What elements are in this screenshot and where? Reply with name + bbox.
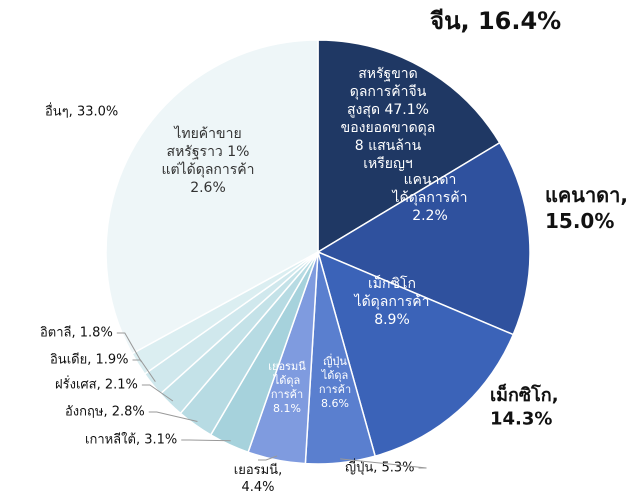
annotation: เยอรมนี <box>268 360 306 373</box>
annotation: 8.1% <box>273 402 301 415</box>
annotation: เม็กซิโก <box>368 274 416 292</box>
value-label-line: เม็กซิโก, <box>490 383 559 406</box>
annotation: แต่ได้ดุลการค้า <box>161 161 254 178</box>
leader-line <box>116 332 142 363</box>
annotation: 2.2% <box>412 208 448 224</box>
annotation: ญี่ปุ่น <box>323 353 347 368</box>
pie-slice <box>105 39 319 355</box>
leader-line <box>258 455 278 461</box>
annotation: ได้ดุลการค้า <box>392 189 468 206</box>
value-label-line: 14.3% <box>490 408 552 429</box>
leader-line <box>141 384 174 402</box>
annotation: 8.6% <box>321 397 349 410</box>
value-label: ฝรั่งเศส, 2.1% <box>55 376 138 393</box>
annotation: ได้ดุล <box>273 374 301 387</box>
annotation: 2.6% <box>190 180 226 196</box>
annotation: สหรัฐขาด <box>358 66 418 82</box>
annotation: ดุลการค้าจีน <box>350 84 427 100</box>
value-label-line: แคนาดา, <box>545 183 628 207</box>
value-label: เกาหลีใต้, 3.1% <box>85 432 177 448</box>
annotation: ของยอดขาดดุล <box>341 120 436 136</box>
value-label: อังกฤษ, 2.8% <box>65 405 145 420</box>
pie-slice <box>316 141 531 336</box>
annotation: ได้ดุล <box>321 369 349 382</box>
leader-line <box>340 458 427 469</box>
pie-slice <box>316 250 515 458</box>
value-label: อื่นๆ, 33.0% <box>45 103 118 120</box>
annotation: 8.9% <box>374 312 410 328</box>
annotation: การค้า <box>319 383 351 396</box>
value-label: เยอรมนี, 4.4% <box>234 462 282 495</box>
value-label: อิตาลี, 1.8% <box>40 325 113 341</box>
value-label-line: 15.0% <box>545 209 614 233</box>
leader-line <box>181 439 231 442</box>
annotation: สูงสุด 47.1% <box>347 102 429 118</box>
value-label: ญี่ปุ่น, 5.3% <box>345 459 415 476</box>
value-label: อินเดีย, 1.9% <box>50 352 129 368</box>
value-label: แคนาดา, 15.0% <box>545 183 628 233</box>
value-label: จีน, 16.4% <box>430 7 561 35</box>
annotation: สหรัฐราว 1% <box>167 144 250 160</box>
pie-slice <box>317 39 501 254</box>
annotation: ไทยค้าขาย <box>173 125 241 142</box>
annotation: เหรียญฯ <box>363 156 413 172</box>
annotation: แคนาดา <box>404 172 457 188</box>
value-label: เม็กซิโก, 14.3% <box>490 383 559 429</box>
annotation: 8 แสนล้าน <box>355 138 422 154</box>
annotation: ได้ดุลการค้า <box>354 293 430 310</box>
value-label-line: 4.4% <box>241 479 274 494</box>
annotation: การค้า <box>271 388 303 401</box>
value-label-line: เยอรมนี, <box>234 462 282 478</box>
leader-line <box>148 411 198 422</box>
